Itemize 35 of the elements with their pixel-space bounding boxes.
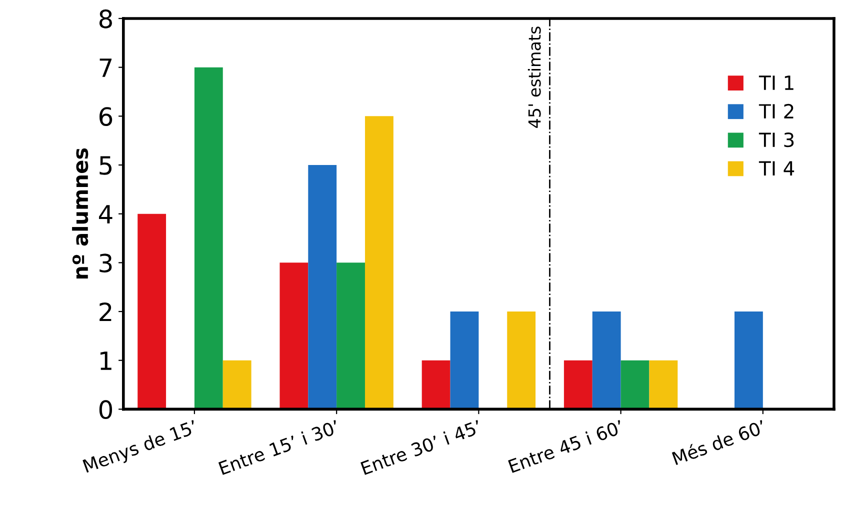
x-tick-label: Més de 60’ (671, 418, 766, 466)
bar (592, 312, 621, 410)
y-tick-label: 7 (100, 58, 112, 77)
y-tick-label: 2 (100, 302, 112, 322)
y-tick-label: 4 (98, 205, 112, 224)
legend-label: TI 3 (758, 132, 794, 148)
bar (194, 67, 223, 410)
bar (364, 116, 394, 410)
bar (564, 360, 592, 410)
bar (422, 360, 450, 410)
x-tick-label: Entre 15’ i 30’ (218, 419, 340, 476)
bar (336, 262, 365, 410)
annotation: 45' estimats (528, 26, 541, 128)
y-tick-label: 3 (100, 254, 112, 273)
legend-label: TI 1 (758, 76, 794, 90)
bar (620, 360, 650, 410)
x-tick-label: Entre 45 i 60’ (508, 419, 624, 474)
bar (222, 360, 252, 410)
bar (280, 262, 308, 410)
y-tick-label: 1 (100, 352, 112, 370)
bar (138, 214, 166, 410)
y-tick-label: 8 (99, 9, 112, 28)
y-tick-label: 5 (100, 156, 112, 175)
bar (734, 312, 763, 410)
x-tick-label: Menys de 15’ (82, 419, 199, 476)
bar (649, 360, 678, 410)
y-tick-label: 0 (99, 400, 112, 420)
bar (507, 312, 536, 410)
bar (450, 312, 479, 410)
y-axis-title: nº alumnes (72, 148, 88, 279)
bar (308, 165, 337, 410)
y-tick-label: 6 (100, 107, 112, 126)
x-tick-label: Entre 30’ i 45’ (360, 419, 482, 476)
legend-label: TI 4 (758, 161, 794, 176)
legend-label: TI 2 (758, 104, 794, 118)
